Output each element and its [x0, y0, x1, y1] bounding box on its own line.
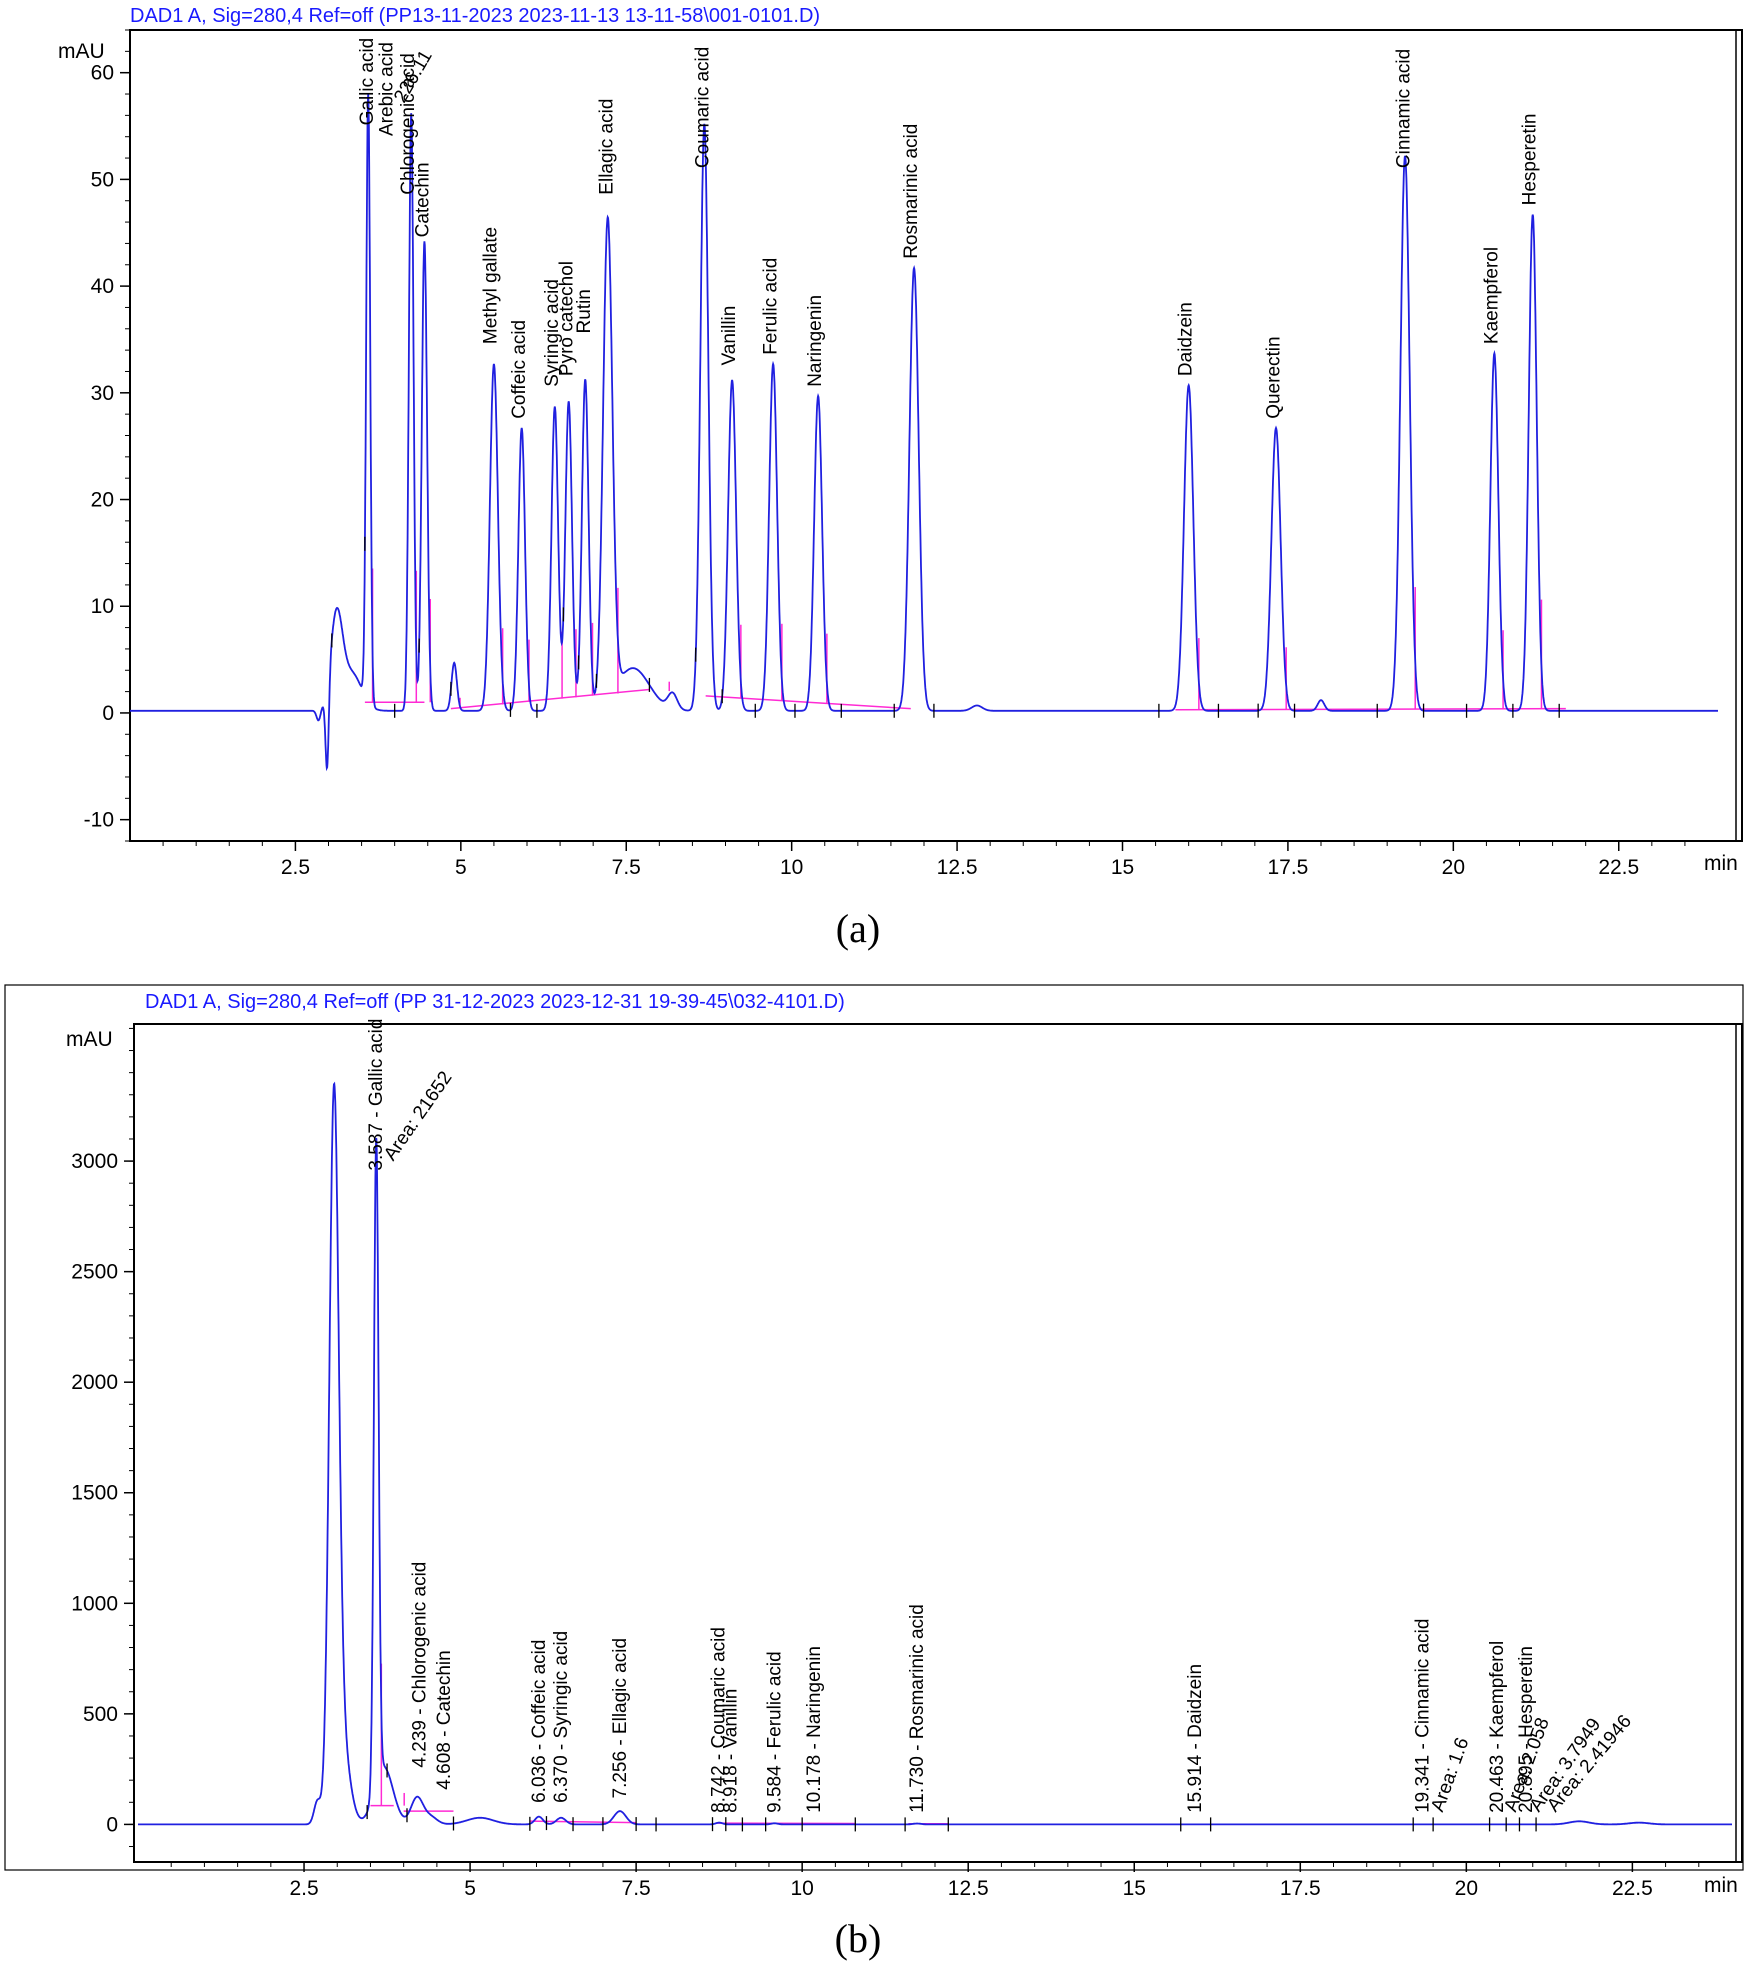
peak-label: Area: 1.6	[1427, 1735, 1473, 1815]
y-tick-label: 10	[91, 595, 114, 618]
peak-label: Daidzein	[1175, 302, 1196, 376]
x-tick-label: 5	[455, 856, 467, 879]
peak-label: Methyl gallate	[481, 227, 502, 344]
y-axis-label: mAU	[66, 1028, 113, 1051]
x-tick-label: 15	[1111, 856, 1134, 879]
run-header: DAD1 A, Sig=280,4 Ref=off (PP13-11-2023 …	[130, 5, 820, 27]
x-tick-label: 7.5	[612, 856, 641, 879]
peak-label: 8.918 - Vanillin	[720, 1689, 741, 1813]
x-tick-label: 10	[780, 856, 803, 879]
chromatogram-trace	[130, 93, 1718, 772]
peak-label: 6.036 - Coffeic acid	[529, 1640, 550, 1803]
peak-label: Kaempferol	[1482, 247, 1503, 344]
x-tick-label: 17.5	[1267, 856, 1308, 879]
x-tick-label: 12.5	[948, 1877, 989, 1900]
peak-label: 7.256 - Ellagic acid	[610, 1638, 631, 1799]
x-tick-label: 15	[1123, 1877, 1146, 1900]
peak-label: 20.895 - Hesperetin	[1516, 1646, 1537, 1813]
peak-label: Coumaric acid	[692, 47, 713, 168]
chromatogram-panel-a: DAD1 A, Sig=280,4 Ref=off (PP13-11-2023 …	[58, 5, 1743, 951]
peak-label: Catechin	[413, 162, 434, 237]
x-axis-unit: min	[1704, 852, 1738, 875]
plot-frame	[129, 29, 1743, 842]
y-tick-label: 2500	[71, 1261, 118, 1284]
x-tick-label: 12.5	[937, 856, 978, 879]
outer-frame	[4, 984, 1744, 1871]
x-tick-label: 20	[1455, 1877, 1478, 1900]
peak-label: Cinnamic acid	[1394, 49, 1415, 168]
y-tick-label: 1000	[71, 1592, 118, 1615]
x-tick-label: 20	[1442, 856, 1465, 879]
peak-label: 20.463 - Kaempferol	[1487, 1641, 1508, 1813]
integration-baseline	[450, 688, 650, 710]
x-tick-label: 22.5	[1598, 856, 1639, 879]
x-axis-unit: min	[1704, 1874, 1738, 1897]
peak-label: 8.742 - Coumaric acid	[709, 1627, 730, 1813]
peak-label: 9.584 - Ferulic acid	[765, 1651, 786, 1813]
y-tick-label: 500	[83, 1703, 118, 1726]
peak-label: Hesperetin	[1519, 114, 1540, 206]
peak-label: Naringenin	[805, 295, 826, 387]
integration-baseline	[529, 1820, 637, 1824]
y-tick-label: 0	[102, 702, 114, 725]
chromatogram-trace	[138, 1081, 1732, 1826]
peak-label: Gallic acid	[357, 38, 378, 126]
integration-baseline	[1175, 707, 1566, 711]
x-tick-label: 10	[790, 1877, 813, 1900]
peak-label: 15.914 - Daidzein	[1185, 1664, 1206, 1813]
peak-label: Vanillin	[719, 306, 740, 366]
peak-label: Querectin	[1263, 336, 1284, 418]
y-tick-label: 60	[91, 62, 114, 85]
y-tick-label: -10	[84, 809, 114, 832]
x-tick-label: 5	[464, 1877, 476, 1900]
peak-label: Rosmarinic acid	[901, 124, 922, 259]
run-header: DAD1 A, Sig=280,4 Ref=off (PP 31-12-2023…	[145, 991, 845, 1013]
y-tick-label: 1500	[71, 1482, 118, 1505]
y-tick-label: 50	[91, 168, 114, 191]
chromatogram-panel-b: DAD1 A, Sig=280,4 Ref=off (PP 31-12-2023…	[4, 984, 1744, 1961]
y-tick-label: 30	[91, 382, 114, 405]
x-tick-label: 2.5	[289, 1877, 318, 1900]
y-tick-label: 2000	[71, 1371, 118, 1394]
peak-label: Coffeic acid	[509, 320, 530, 419]
x-tick-label: 17.5	[1280, 1877, 1321, 1900]
panel-caption-b: (b)	[835, 1916, 882, 1961]
peak-label: Pyro catechol	[557, 261, 578, 376]
y-tick-label: 0	[106, 1813, 118, 1836]
peak-label: 19.341 - Cinnamic acid	[1413, 1619, 1434, 1813]
x-tick-label: 7.5	[622, 1877, 651, 1900]
y-tick-label: 20	[91, 489, 114, 512]
peak-label: Syringic acid	[542, 279, 563, 387]
y-axis-label: mAU	[58, 40, 105, 63]
peak-label: 4.608 - Catechin	[434, 1650, 455, 1789]
peak-label: 10.178 - Naringenin	[804, 1646, 825, 1813]
peak-label: Area: 21652	[380, 1068, 457, 1165]
peak-label: 3.587 - Gallic acid	[366, 1019, 387, 1171]
y-tick-label: 40	[91, 275, 114, 298]
peak-label: 6.370 - Syringic acid	[551, 1631, 572, 1803]
peak-label: Ellagic acid	[596, 99, 617, 195]
peak-label: 11.730 - Rosmarinic acid	[907, 1604, 928, 1813]
peak-label: Rutin	[574, 289, 595, 333]
peak-label: Chlorogenic acid	[398, 53, 419, 195]
plot-frame	[133, 1023, 1743, 1863]
panel-caption-a: (a)	[836, 906, 880, 951]
peak-label: Arebic acid	[377, 42, 398, 136]
peak-label: Ferulic acid	[761, 258, 782, 355]
y-tick-label: 3000	[71, 1150, 118, 1173]
x-tick-label: 2.5	[281, 856, 310, 879]
peak-label: 4.239 - Chlorogenic acid	[410, 1562, 431, 1768]
x-tick-label: 22.5	[1612, 1877, 1653, 1900]
